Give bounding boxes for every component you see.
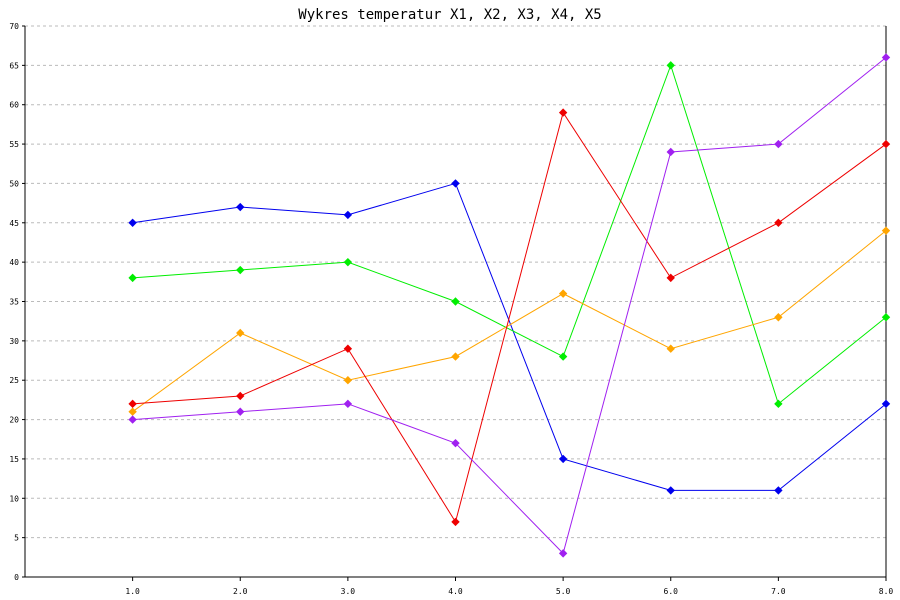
data-point	[236, 202, 245, 212]
data-point	[666, 61, 675, 70]
data-point	[451, 179, 460, 188]
y-tick-label: 20	[9, 416, 19, 425]
data-point	[881, 139, 891, 149]
data-point	[236, 328, 245, 338]
data-point	[666, 344, 675, 353]
data-point	[343, 376, 353, 385]
y-tick-label: 70	[9, 22, 19, 31]
data-point	[558, 549, 568, 558]
data-point	[774, 218, 783, 227]
series-line	[132, 57, 887, 555]
y-tick-label: 0	[14, 573, 19, 582]
x-tick-label: 4.0	[448, 587, 463, 596]
data-point	[881, 53, 891, 62]
data-point	[558, 454, 568, 464]
y-tick-label: 50	[9, 179, 19, 188]
y-tick-label: 65	[9, 61, 19, 70]
data-point	[128, 407, 137, 416]
series-1	[128, 179, 891, 495]
series-3	[128, 226, 891, 416]
data-point	[774, 313, 783, 322]
series-layer	[128, 53, 891, 558]
y-tick-label: 25	[9, 376, 19, 385]
data-point	[451, 517, 460, 527]
data-point	[774, 399, 783, 409]
data-point	[558, 289, 568, 298]
data-point	[881, 226, 891, 235]
data-point	[236, 265, 245, 275]
data-point	[666, 147, 675, 157]
data-point	[343, 344, 353, 353]
y-tick-label: 5	[14, 534, 19, 543]
data-point	[128, 399, 137, 409]
x-tick-label: 7.0	[771, 587, 786, 596]
x-tick-label: 2.0	[233, 587, 248, 596]
data-point	[128, 218, 137, 227]
data-point	[451, 352, 460, 361]
label-layer: 0 5 10 15 20 25 30 35 40 45 50 55 60 65 70 1.0 2.0 3.0 4.0…	[9, 22, 893, 596]
y-tick-label: 55	[9, 140, 19, 149]
x-tick-label: 3.0	[341, 587, 356, 596]
data-point	[774, 486, 783, 495]
grid-layer	[25, 25, 886, 539]
data-point	[343, 399, 353, 409]
data-point	[774, 139, 783, 149]
data-point	[343, 210, 353, 220]
series-line	[132, 63, 887, 405]
x-tick-label: 1.0	[125, 587, 140, 596]
axis-layer	[22, 25, 887, 581]
y-tick-label: 10	[9, 494, 19, 503]
data-point	[451, 438, 460, 448]
series-line	[132, 182, 887, 491]
data-point	[666, 486, 675, 495]
data-point	[128, 273, 137, 283]
series-4	[128, 108, 891, 527]
series-2	[128, 61, 891, 409]
data-point	[666, 273, 675, 283]
data-point	[558, 108, 568, 117]
data-point	[451, 297, 460, 306]
series-line	[132, 111, 887, 524]
x-tick-label: 5.0	[556, 587, 571, 596]
data-point	[236, 391, 245, 401]
x-tick-label: 8.0	[879, 587, 894, 596]
y-tick-label: 60	[9, 101, 19, 110]
data-point	[128, 415, 137, 424]
y-tick-label: 30	[9, 337, 19, 346]
series-5	[128, 53, 891, 558]
y-tick-label: 45	[9, 219, 19, 228]
y-tick-label: 35	[9, 298, 19, 307]
chart-title: Wykres temperatur X1, X2, X3, X4, X5	[298, 7, 601, 23]
x-tick-label: 6.0	[664, 587, 679, 596]
data-point	[881, 313, 891, 322]
y-tick-label: 40	[9, 258, 19, 267]
data-point	[558, 352, 568, 361]
series-line	[132, 230, 887, 413]
y-tick-label: 15	[9, 455, 19, 464]
data-point	[881, 399, 891, 409]
data-point	[343, 257, 353, 267]
data-point	[236, 407, 245, 416]
